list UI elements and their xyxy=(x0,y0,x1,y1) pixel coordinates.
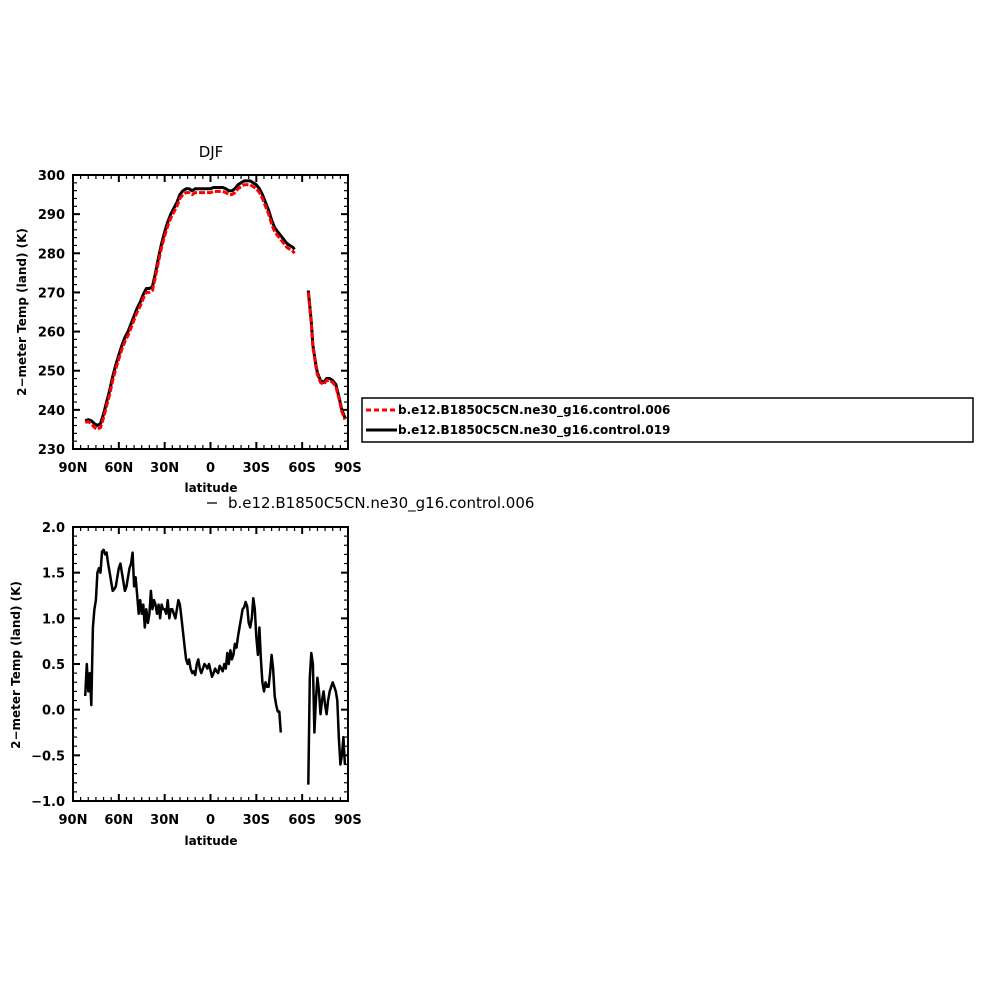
top-x-tick-label: 90N xyxy=(59,461,88,476)
top-y-axis-label: 2−meter Temp (land) (K) xyxy=(15,228,29,396)
bottom-y-tick-label: 0.0 xyxy=(42,704,65,719)
legend-label-006: b.e12.B1850C5CN.ne30_g16.control.006 xyxy=(398,403,670,418)
top-x-tick-label: 30S xyxy=(243,461,270,476)
bottom-y-tick-label: 1.5 xyxy=(42,567,65,582)
bottom-y-tick-label: −0.5 xyxy=(31,749,65,764)
top-x-axis-label: latitude xyxy=(184,481,237,495)
top-chart-title: DJF xyxy=(199,143,224,161)
bottom-y-tick-label: 0.5 xyxy=(42,658,65,673)
bottom-axes-ticks xyxy=(72,526,349,802)
top-y-tick-label: 270 xyxy=(38,286,65,301)
top-x-tick-label: 60N xyxy=(104,461,133,476)
bottom-x-tick-label: 30S xyxy=(243,813,270,828)
top-y-tick-label: 240 xyxy=(38,404,65,419)
top-series-line-006-segment-1 xyxy=(84,183,296,431)
top-x-tick-label: 60S xyxy=(288,461,315,476)
bottom-y-tick-label: −1.0 xyxy=(31,795,65,810)
bottom-series-line-006-segment-1 xyxy=(83,548,283,733)
top-panel: DJF 90N 60N 30N 0 30S 60S 90S 230 240 250 260 270 28… xyxy=(15,143,362,495)
top-y-tick-label: 300 xyxy=(38,169,65,184)
bottom-series-lines xyxy=(83,548,347,785)
top-y-tick-label: 250 xyxy=(38,365,65,380)
difference-legend-label: b.e12.B1850C5CN.ne30_g16.control.006 xyxy=(228,494,534,513)
top-series-lines xyxy=(84,179,347,431)
bottom-x-tick-label: 90N xyxy=(59,813,88,828)
top-series-line-019-segment-1 xyxy=(84,179,296,427)
top-x-tick-label: 30N xyxy=(150,461,179,476)
top-y-tick-label: 260 xyxy=(38,326,65,341)
top-axes-ticks xyxy=(72,174,349,450)
difference-legend: b.e12.B1850C5CN.ne30_g16.control.006 xyxy=(207,494,534,513)
top-x-tick-label: 0 xyxy=(206,461,215,476)
top-plot-frame xyxy=(72,174,349,450)
bottom-panel: 90N 60N 30N 0 30S 60S 90S −1.0 −0.5 0.0 0.5 1.0 1.5 2… xyxy=(9,521,362,848)
top-x-tick-label: 90S xyxy=(334,461,361,476)
bottom-series-line-006-segment-2 xyxy=(307,651,347,785)
bottom-y-axis-label: 2−meter Temp (land) (K) xyxy=(9,581,23,749)
top-y-tick-label: 230 xyxy=(38,443,65,458)
top-y-tick-label: 280 xyxy=(38,247,65,262)
legend-label-019: b.e12.B1850C5CN.ne30_g16.control.019 xyxy=(398,423,670,438)
bottom-y-tick-label: 1.0 xyxy=(42,612,65,627)
bottom-x-tick-label: 30N xyxy=(150,813,179,828)
top-series-line-006-segment-2 xyxy=(306,292,347,421)
bottom-x-tick-label: 90S xyxy=(334,813,361,828)
bottom-x-axis-label: latitude xyxy=(184,834,237,848)
bottom-x-tick-label: 60N xyxy=(104,813,133,828)
bottom-x-tick-label: 0 xyxy=(206,813,215,828)
bottom-y-tick-label: 2.0 xyxy=(42,521,65,536)
bottom-x-tick-label: 60S xyxy=(288,813,315,828)
bottom-tick-labels: 90N 60N 30N 0 30S 60S 90S −1.0 −0.5 0.0 0.5 1.0 1.5 2… xyxy=(31,521,362,828)
top-legend: b.e12.B1850C5CN.ne30_g16.control.006 b.e… xyxy=(361,397,974,443)
top-tick-labels: 90N 60N 30N 0 30S 60S 90S 230 240 250 260 270 280 290… xyxy=(38,169,362,476)
top-y-tick-label: 290 xyxy=(38,208,65,223)
bottom-plot-frame xyxy=(72,526,349,802)
legend-frame xyxy=(361,397,974,443)
